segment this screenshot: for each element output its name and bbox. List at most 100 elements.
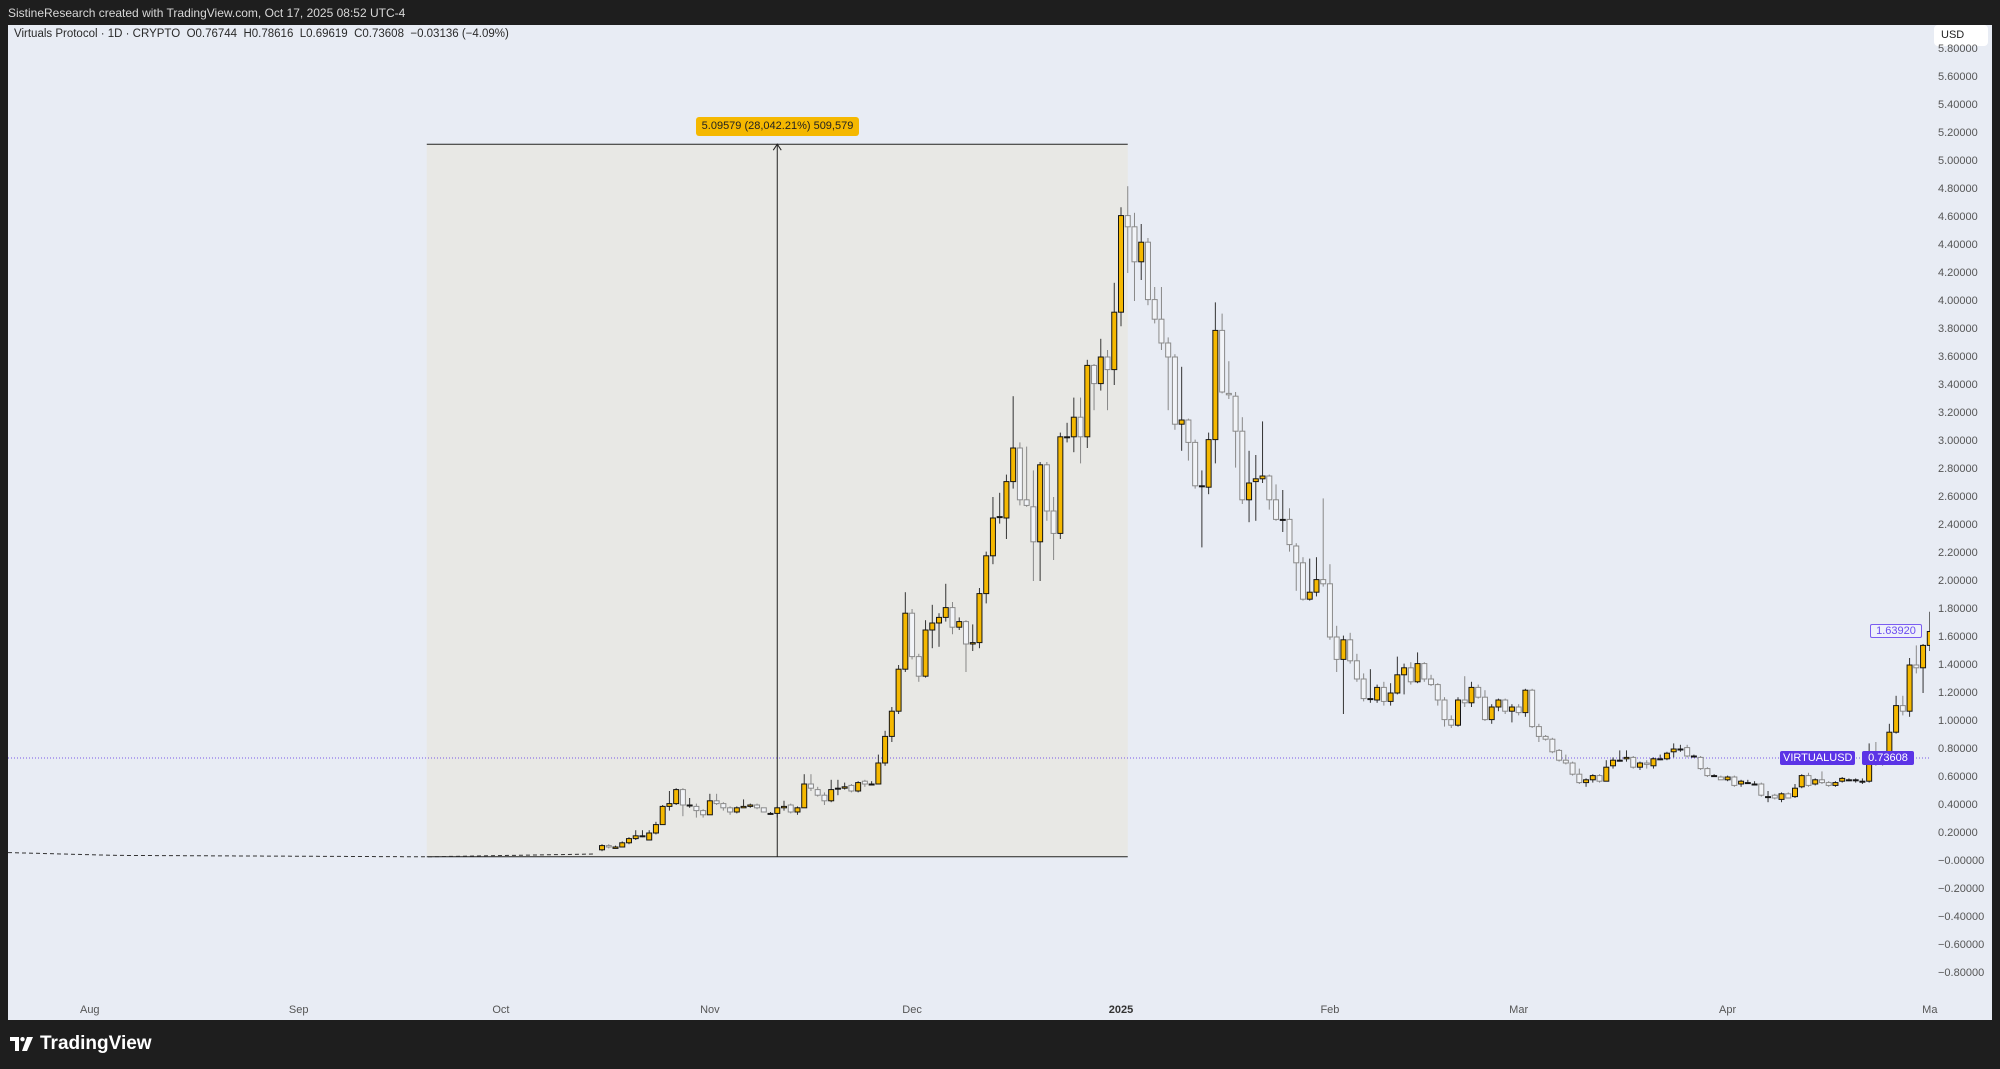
- candle-down: [1219, 313, 1226, 394]
- candle-down: [1434, 683, 1441, 706]
- candle-body: [1792, 787, 1798, 798]
- candle-up: [1387, 683, 1394, 706]
- candle-body: [1293, 545, 1300, 564]
- candle-down: [1758, 782, 1765, 797]
- time-tick-label: Oct: [492, 1004, 510, 1016]
- candle-down: [1684, 744, 1691, 758]
- candle-body: [652, 824, 659, 834]
- tradingview-logo[interactable]: TradingView: [10, 1033, 152, 1055]
- candle-body: [1353, 660, 1360, 680]
- candle-down: [1704, 767, 1711, 777]
- price-tick-label: 4.00000: [1938, 295, 1978, 307]
- candle-body: [1259, 475, 1266, 480]
- last-visible-price-label: 1.63920: [1870, 624, 1922, 638]
- candle-body: [1455, 699, 1461, 726]
- candle-up: [1010, 396, 1017, 489]
- candle-body: [1697, 756, 1704, 770]
- candle-down: [1171, 354, 1178, 430]
- price-tick-label: 2.20000: [1938, 547, 1978, 559]
- candle-up: [1205, 432, 1212, 495]
- time-tick-label: Apr: [1719, 1004, 1737, 1016]
- candle-up: [1657, 754, 1664, 761]
- candle-down: [1144, 238, 1151, 306]
- candle-up: [1111, 282, 1118, 385]
- candle-up: [1374, 684, 1381, 703]
- candle-up: [1690, 754, 1697, 758]
- candle-down: [727, 806, 734, 815]
- symbol-legend[interactable]: Virtuals Protocol · 1D · CRYPTO O0.76744…: [14, 27, 509, 41]
- candle-up: [1070, 397, 1077, 453]
- candle-body: [1158, 318, 1165, 344]
- price-tick-label: −0.60000: [1938, 939, 1985, 951]
- candle-up: [983, 551, 990, 604]
- candle-body: [1077, 416, 1084, 438]
- currency-button[interactable]: USD: [1934, 25, 1988, 46]
- candle-body: [983, 555, 990, 595]
- candle-down: [760, 807, 767, 813]
- time-tick-label: Feb: [1320, 1004, 1340, 1016]
- legend-open: O0.76744: [186, 28, 238, 40]
- candle-body: [760, 807, 767, 813]
- price-tick-label: 0.20000: [1938, 827, 1978, 839]
- candle-up: [1455, 697, 1461, 727]
- candle-body: [1535, 726, 1542, 737]
- current-price-label: 0.73608: [1862, 751, 1914, 765]
- candle-up: [1738, 779, 1745, 787]
- candle-up: [1906, 658, 1913, 717]
- candle-body: [1724, 776, 1731, 781]
- candle-up: [639, 830, 646, 838]
- candle-body: [1589, 775, 1596, 781]
- candle-body: [1205, 439, 1212, 488]
- candle-body: [1663, 752, 1670, 760]
- candle-up: [956, 617, 963, 630]
- candle-body: [1731, 776, 1738, 786]
- candle-body: [1057, 436, 1064, 534]
- candle-down: [1192, 439, 1199, 489]
- candle-body: [1198, 485, 1205, 488]
- candle-up: [632, 830, 639, 840]
- candle-body: [902, 612, 909, 670]
- price-tick-label: 2.60000: [1938, 491, 1978, 503]
- chart-attribution: SistineResearch created with TradingView…: [8, 6, 406, 20]
- price-tick-label: −0.80000: [1938, 967, 1985, 979]
- candle-down: [1569, 761, 1576, 776]
- candle-body: [781, 805, 787, 809]
- candle-up: [1859, 778, 1866, 784]
- price-tick-label: 4.80000: [1938, 183, 1978, 195]
- candle-body: [1771, 794, 1778, 799]
- candle-body: [1650, 758, 1657, 767]
- price-tick-label: 3.00000: [1938, 435, 1978, 447]
- candle-body: [1845, 779, 1852, 782]
- candle-up: [666, 791, 673, 811]
- candle-down: [605, 844, 612, 849]
- candle-body: [720, 803, 727, 809]
- measurement-label: 5.09579 (28,042.21%) 509,579: [696, 117, 859, 136]
- candle-body: [1003, 481, 1010, 519]
- candle-up: [1306, 558, 1313, 601]
- measurement-tool[interactable]: [426, 143, 1128, 858]
- candle-up: [1765, 791, 1772, 803]
- candle-body: [956, 621, 963, 628]
- candle-up: [1926, 611, 1930, 651]
- candle-up: [1798, 774, 1805, 789]
- candle-up: [1118, 207, 1124, 327]
- time-tick-label: Aug: [79, 1004, 100, 1016]
- candle-body: [1407, 667, 1414, 683]
- candle-down: [1266, 474, 1273, 510]
- candle-body: [1050, 510, 1057, 534]
- time-tick-label: Nov: [700, 1004, 720, 1016]
- candle-down: [1407, 662, 1414, 685]
- candle-body: [733, 807, 740, 813]
- candle-up: [740, 799, 747, 809]
- candle-down: [1535, 723, 1542, 742]
- candle-body: [1239, 430, 1246, 501]
- time-tick-label: 2025: [1108, 1004, 1134, 1016]
- candle-up: [1057, 432, 1064, 539]
- candle-body: [909, 612, 916, 658]
- candle-down: [1731, 775, 1738, 787]
- candle-body: [841, 786, 848, 789]
- candle-down: [1421, 662, 1428, 682]
- candle-body: [848, 784, 855, 792]
- candle-down: [1293, 543, 1300, 591]
